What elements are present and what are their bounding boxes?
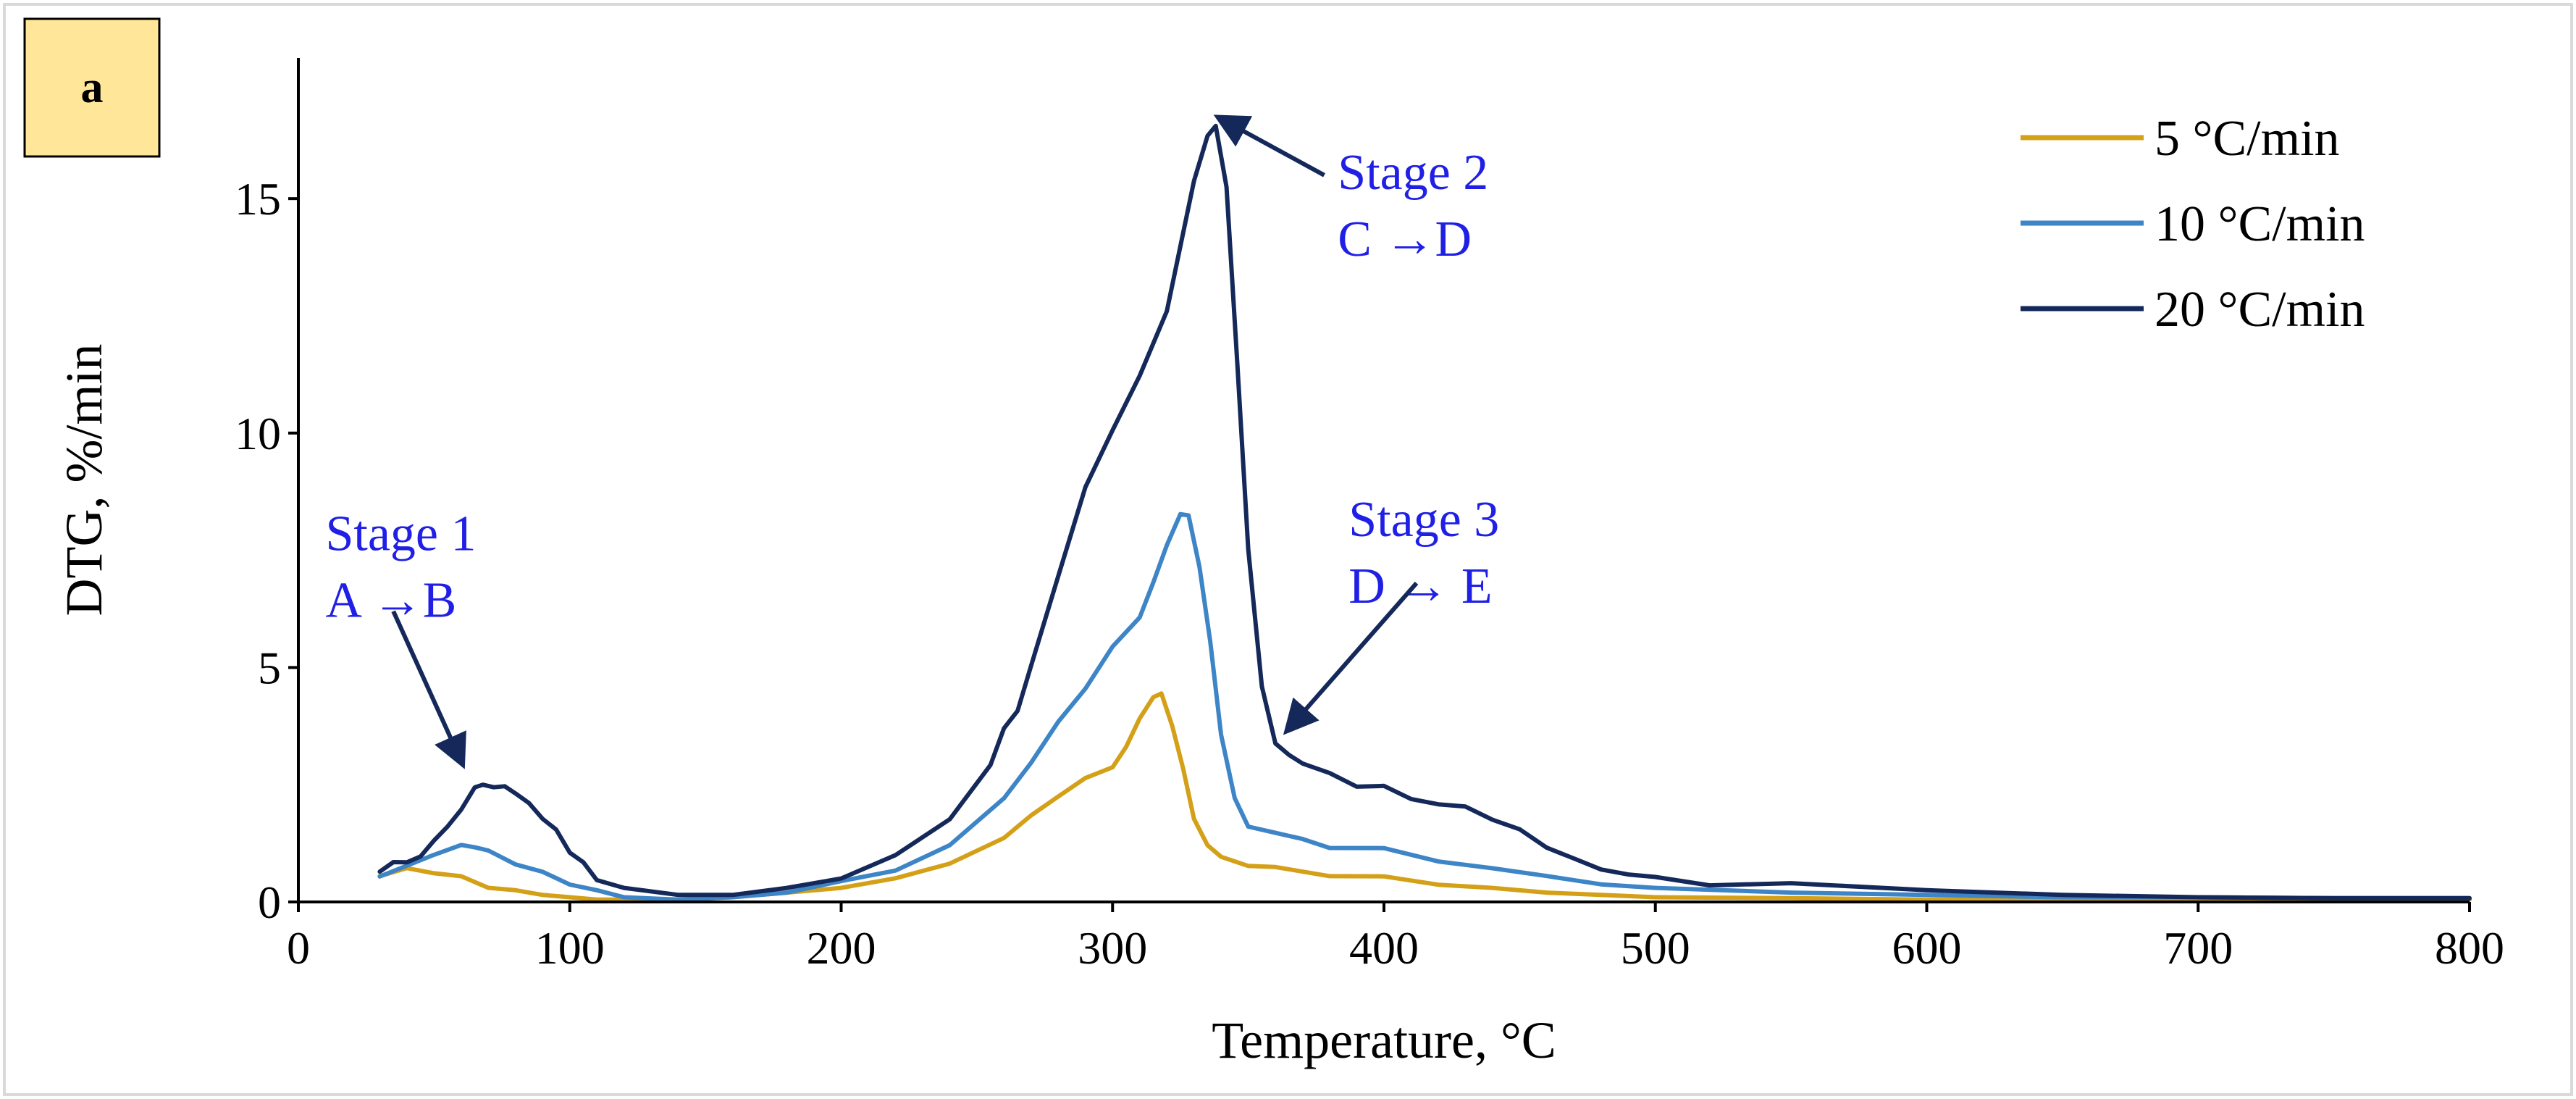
stage-arrow-2 xyxy=(1213,114,1325,177)
panel-label: a xyxy=(23,17,161,158)
legend-label: 10 °C/min xyxy=(2155,196,2365,252)
series-layer xyxy=(377,123,2472,902)
x-tick-label: 600 xyxy=(1892,922,1962,974)
y-tick-label: 10 xyxy=(235,408,281,459)
stage-annotation-title: Stage 1 xyxy=(325,506,476,562)
y-tick-label: 0 xyxy=(258,877,281,928)
panel-label-box xyxy=(23,17,161,158)
y-tick-label: 15 xyxy=(235,173,281,225)
series-line-2 xyxy=(377,511,2472,902)
x-tick-label: 300 xyxy=(1078,922,1147,974)
stage-annotation-title: Stage 2 xyxy=(1338,145,1488,201)
x-tick-label: 200 xyxy=(807,922,876,974)
stage-annotation-title: Stage 3 xyxy=(1348,492,1499,548)
chart-border xyxy=(3,3,2573,1096)
x-tick-label: 400 xyxy=(1349,922,1419,974)
legend-label: 5 °C/min xyxy=(2155,111,2340,167)
x-tick-label: 0 xyxy=(287,922,310,974)
stage-arrow-1 xyxy=(391,610,466,769)
legend: 5 °C/min 10 °C/min 20 °C/min xyxy=(2021,111,2365,338)
legend-label: 20 °C/min xyxy=(2155,282,2365,338)
x-tick-label: 500 xyxy=(1621,922,1690,974)
stage-annotation-transition: C →D xyxy=(1338,212,1472,267)
annotations: Stage 1 A →B Stage 2 C →D Stage 3 D → E xyxy=(325,114,1499,769)
y-tick-label: 5 xyxy=(258,642,281,693)
series-line-1 xyxy=(377,691,2472,902)
stage-annotation-transition: D → E xyxy=(1348,559,1492,614)
ticks: 0 100 200 300 400 500 600 700 800 0 5 10 15 xyxy=(235,173,2504,974)
x-tick-label: 700 xyxy=(2163,922,2233,974)
y-axis-title: DTG, %/min xyxy=(55,344,113,617)
panel-label-text: a xyxy=(81,63,104,112)
x-tick-label: 800 xyxy=(2435,922,2504,974)
x-tick-label: 100 xyxy=(535,922,605,974)
series-line-3 xyxy=(377,123,2472,900)
stage-annotation-transition: A →B xyxy=(325,573,456,629)
x-axis-title: Temperature, °C xyxy=(1212,1011,1556,1069)
stage-arrow-3 xyxy=(1283,581,1419,735)
